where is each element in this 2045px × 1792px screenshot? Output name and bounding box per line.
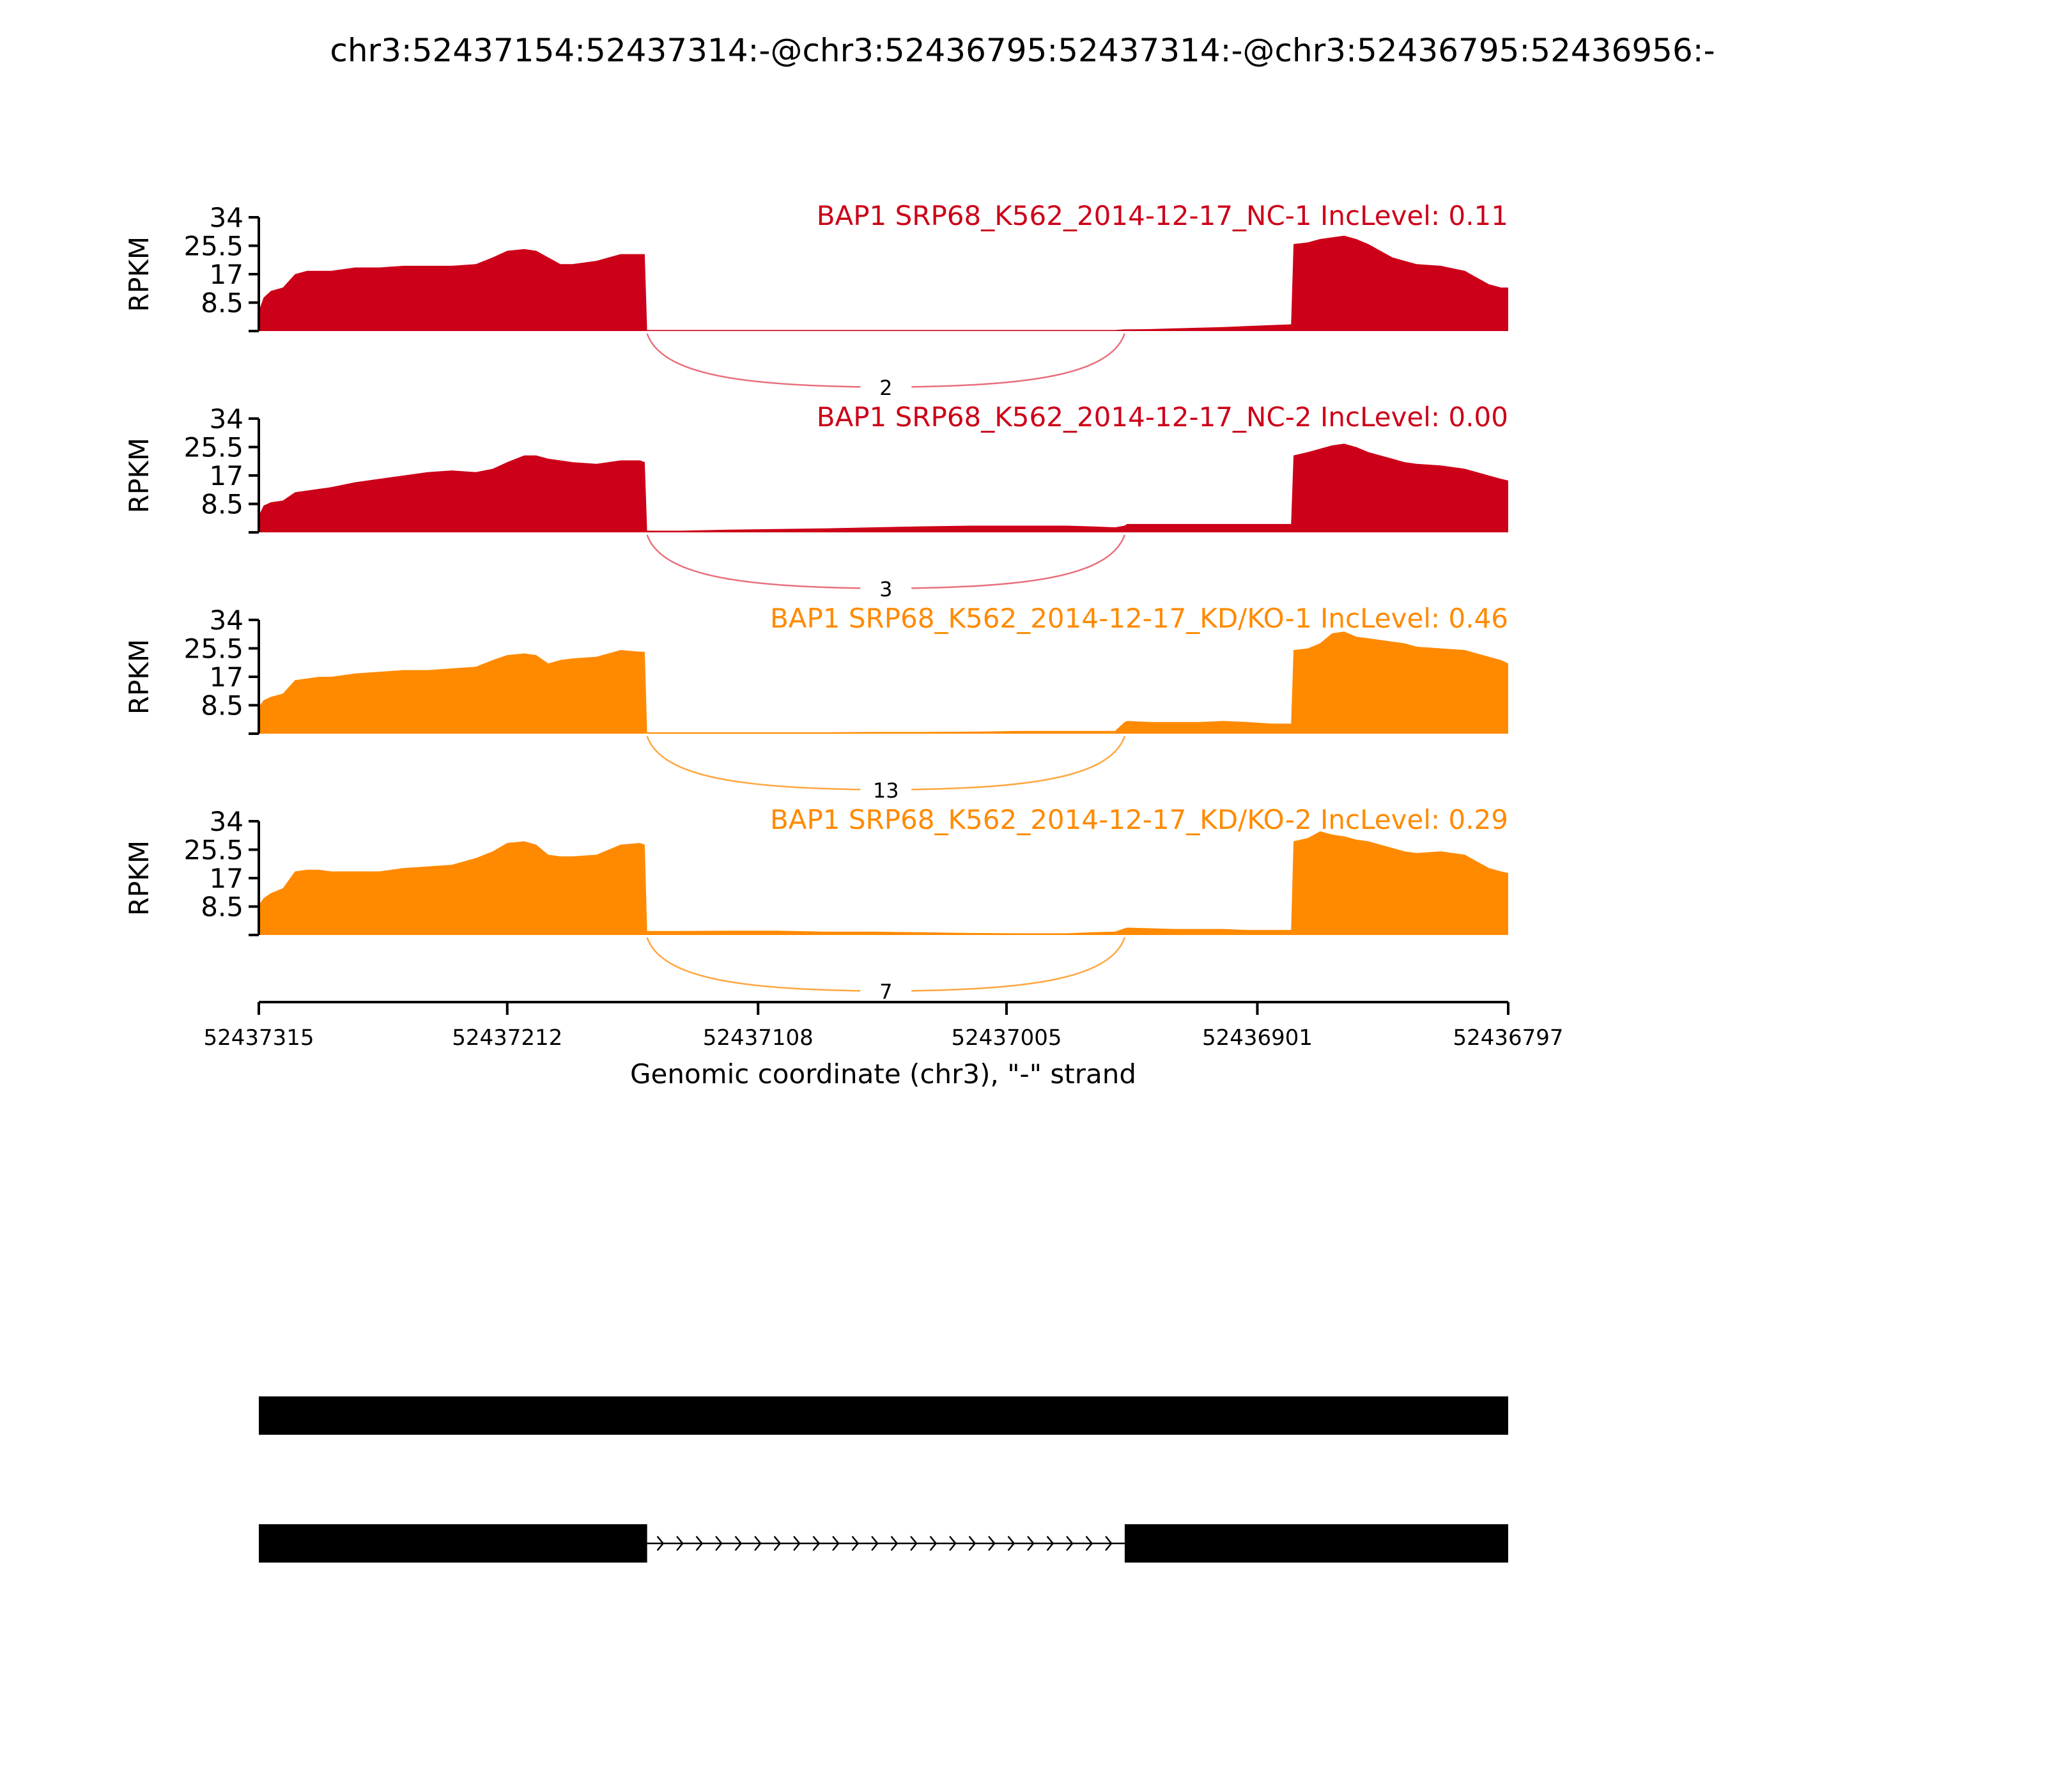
series-name: BAP1 SRP68_K562_2014-12-17_KD/KO-2 IncLe… — [770, 804, 1508, 835]
strand-chevron — [656, 1536, 665, 1551]
series-name: BAP1 SRP68_K562_2014-12-17_NC-1 IncLevel… — [817, 200, 1508, 231]
chart-title: chr3:52437154:52437314:-@chr3:52436795:5… — [330, 32, 1715, 69]
strand-chevron — [1027, 1536, 1035, 1551]
strand-chevron — [812, 1536, 821, 1551]
series-name: BAP1 SRP68_K562_2014-12-17_KD/KO-1 IncLe… — [770, 603, 1508, 634]
coverage-area — [259, 631, 1508, 734]
y-tick-label: 34 — [210, 403, 243, 435]
strand-chevron — [773, 1536, 782, 1551]
x-axis-label: Genomic coordinate (chr3), "-" strand — [630, 1058, 1136, 1090]
exon-block — [1124, 1524, 1508, 1563]
y-tick-label: 17 — [210, 259, 243, 290]
strand-chevron — [754, 1536, 762, 1551]
y-tick-label: 8.5 — [201, 892, 243, 923]
junction-label-bg — [860, 372, 912, 403]
junction-count: 3 — [879, 577, 892, 601]
y-tick-label: 34 — [210, 806, 243, 837]
series-name: BAP1 SRP68_K562_2014-12-17_NC-2 IncLevel… — [817, 401, 1508, 433]
junction-count: 7 — [879, 980, 892, 1004]
strand-chevron — [676, 1536, 684, 1551]
x-tick-label: 52437108 — [703, 1025, 814, 1051]
strand-chevron — [910, 1536, 918, 1551]
y-tick-label: 25.5 — [183, 432, 243, 463]
coverage-area — [259, 831, 1508, 935]
coverage-area — [259, 444, 1508, 532]
x-tick-label: 52437005 — [951, 1025, 1061, 1051]
junction-label-bg — [860, 573, 912, 604]
strand-chevron — [988, 1536, 996, 1551]
y-tick-label: 17 — [210, 460, 243, 491]
y-tick-label: 8.5 — [201, 489, 243, 520]
strand-chevron — [871, 1536, 879, 1551]
isoform — [259, 1524, 1508, 1563]
y-axis-label: RPKM — [123, 840, 155, 916]
y-tick-label: 8.5 — [201, 288, 243, 319]
strand-chevron — [832, 1536, 840, 1551]
x-tick-label: 52436797 — [1453, 1025, 1563, 1051]
y-axis-label: RPKM — [123, 236, 155, 312]
x-tick-label: 52437315 — [203, 1025, 314, 1051]
exon-block — [259, 1524, 647, 1563]
junction-label-bg — [860, 775, 912, 805]
junction-count: 2 — [879, 376, 892, 400]
y-tick-label: 25.5 — [183, 633, 243, 665]
y-tick-label: 17 — [210, 661, 243, 693]
strand-chevron — [1066, 1536, 1074, 1551]
y-tick-label: 25.5 — [183, 231, 243, 262]
strand-chevron — [1085, 1536, 1093, 1551]
strand-chevron — [890, 1536, 899, 1551]
y-axis-label: RPKM — [123, 438, 155, 513]
x-tick-label: 52436901 — [1202, 1025, 1313, 1051]
strand-chevron — [851, 1536, 860, 1551]
strand-chevron — [695, 1536, 704, 1551]
strand-chevron — [715, 1536, 723, 1551]
y-axis-label: RPKM — [123, 639, 155, 714]
y-tick-label: 25.5 — [183, 835, 243, 866]
strand-chevron — [1105, 1536, 1113, 1551]
y-tick-label: 17 — [210, 863, 243, 894]
y-tick-label: 34 — [210, 202, 243, 233]
coverage-area — [259, 235, 1508, 331]
strand-chevron — [949, 1536, 957, 1551]
x-axis: 52437315 52437212 52437108 52437005 52436901… — [203, 1001, 1564, 1051]
isoform-track — [259, 1396, 1508, 1563]
strand-chevron — [968, 1536, 976, 1551]
strand-chevron — [929, 1536, 938, 1551]
exon-block — [259, 1396, 1508, 1435]
y-tick-label: 8.5 — [201, 690, 243, 722]
x-tick-label: 52437212 — [452, 1025, 562, 1051]
strand-chevron — [793, 1536, 801, 1551]
y-tick-label: 34 — [210, 605, 243, 636]
strand-chevron — [1046, 1536, 1054, 1551]
strand-chevron — [1007, 1536, 1015, 1551]
junction-count: 13 — [873, 778, 899, 803]
strand-chevron — [734, 1536, 743, 1551]
isoform — [259, 1396, 1508, 1435]
